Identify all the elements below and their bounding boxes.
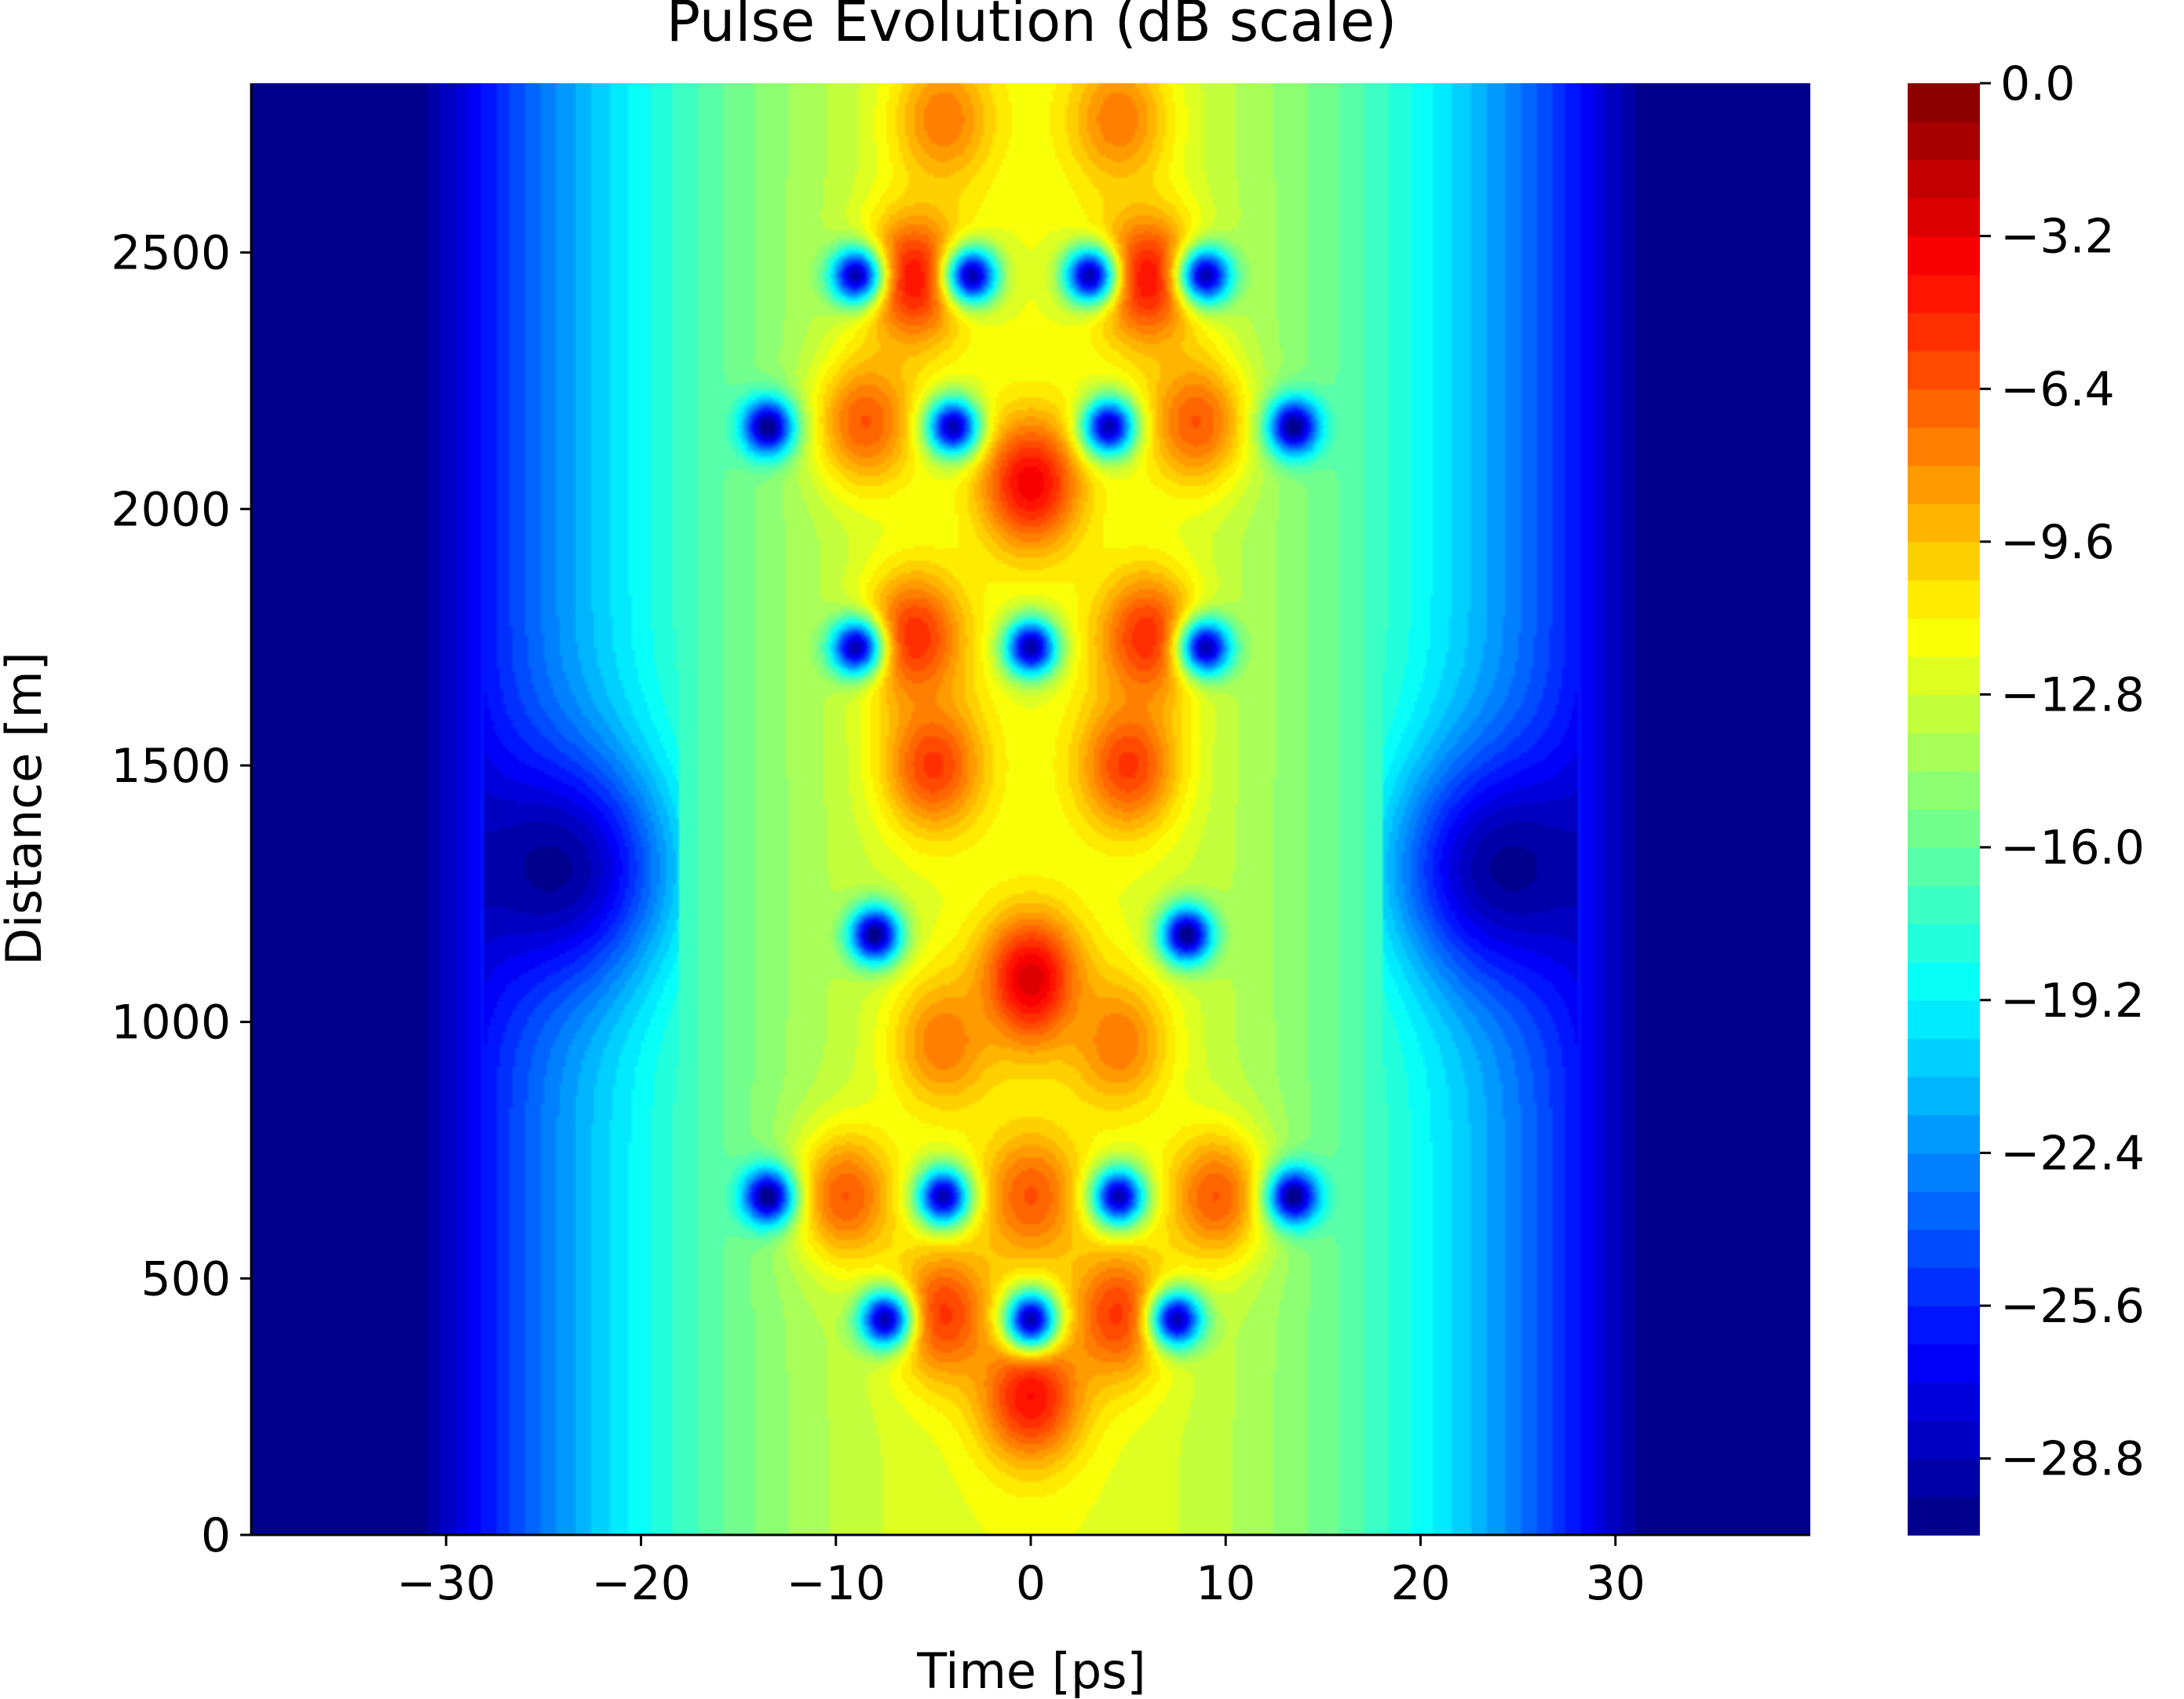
- chart-title: Pulse Evolution (dB scale): [667, 0, 1397, 54]
- colorbar-level: [1908, 1420, 1980, 1460]
- colorbar-level: [1908, 465, 1980, 505]
- y-tick-label: 2000: [111, 482, 231, 537]
- colorbar-level: [1908, 541, 1980, 581]
- y-tick-label: 500: [141, 1251, 231, 1306]
- x-tick-label: −30: [396, 1556, 496, 1611]
- colorbar-level: [1908, 1458, 1980, 1498]
- colorbar-tick-label: −28.8: [2000, 1432, 2145, 1487]
- x-tick-label: 20: [1390, 1556, 1450, 1611]
- colorbar-tick-label: −3.2: [2000, 210, 2115, 265]
- colorbar-level: [1908, 1191, 1980, 1230]
- colorbar-tick-label: −16.0: [2000, 820, 2145, 875]
- y-tick-label: 1500: [111, 739, 231, 794]
- colorbar-level: [1908, 694, 1980, 733]
- colorbar-level: [1908, 83, 1980, 122]
- colorbar-tick-label: −22.4: [2000, 1126, 2145, 1181]
- colorbar-level: [1908, 159, 1980, 199]
- colorbar-level: [1908, 1114, 1980, 1154]
- colorbar-level: [1908, 503, 1980, 543]
- colorbar-level: [1908, 312, 1980, 352]
- x-tick-label: 0: [1016, 1556, 1046, 1611]
- heatmap-image: [251, 83, 1810, 1535]
- colorbar-level: [1908, 1382, 1980, 1421]
- colorbar-level: [1908, 579, 1980, 619]
- colorbar-level: [1908, 1343, 1980, 1383]
- colorbar-level: [1908, 389, 1980, 428]
- colorbar-level: [1908, 1306, 1980, 1345]
- x-axis-label: Time [ps]: [916, 1642, 1145, 1699]
- colorbar-level: [1908, 618, 1980, 657]
- colorbar-level: [1908, 923, 1980, 963]
- colorbar-level: [1908, 962, 1980, 1001]
- colorbar-level: [1908, 656, 1980, 696]
- y-tick-label: 1000: [111, 996, 231, 1050]
- x-tick-label: −10: [786, 1556, 886, 1611]
- colorbar-level: [1908, 847, 1980, 886]
- colorbar-level: [1908, 1267, 1980, 1306]
- colorbar-level: [1908, 1496, 1980, 1536]
- colorbar-tick-label: −19.2: [2000, 974, 2145, 1029]
- colorbar-level: [1908, 274, 1980, 313]
- plot-area: [251, 83, 1810, 1535]
- y-axis: 0 500 1000 1500 2000 2500: [111, 83, 253, 1563]
- colorbar-level: [1908, 350, 1980, 390]
- colorbar: 0.0 −3.2 −6.4 −9.6 −12.8 −16.0 −19.2 −22.4 −25.6…: [1908, 57, 2145, 1536]
- colorbar-level: [1908, 121, 1980, 161]
- y-tick-label: 0: [201, 1508, 231, 1563]
- colorbar-tick-label: −6.4: [2000, 362, 2115, 417]
- colorbar-level: [1908, 733, 1980, 772]
- colorbar-tick-label: −25.6: [2000, 1279, 2145, 1334]
- y-tick-label: 2500: [111, 226, 231, 281]
- colorbar-level: [1908, 197, 1980, 237]
- colorbar-level: [1908, 999, 1980, 1039]
- colorbar-level: [1908, 1076, 1980, 1116]
- x-tick-label: 10: [1196, 1556, 1255, 1611]
- colorbar-level: [1908, 236, 1980, 276]
- colorbar-tick-label: −12.8: [2000, 668, 2145, 723]
- x-tick-label: 30: [1586, 1556, 1645, 1611]
- y-axis-label: Distance [m]: [0, 652, 53, 966]
- colorbar-level: [1908, 809, 1980, 848]
- colorbar-level: [1908, 885, 1980, 925]
- colorbar-level: [1908, 1229, 1980, 1269]
- x-tick-label: −20: [591, 1556, 691, 1611]
- colorbar-level: [1908, 1038, 1980, 1077]
- colorbar-level: [1908, 426, 1980, 466]
- colorbar-tick-label: 0.0: [2000, 57, 2075, 111]
- x-axis: −30 −20 −10 0 10 20 30: [251, 1533, 1810, 1611]
- colorbar-level: [1908, 770, 1980, 810]
- colorbar-level: [1908, 1153, 1980, 1192]
- colorbar-tick-label: −9.6: [2000, 515, 2115, 570]
